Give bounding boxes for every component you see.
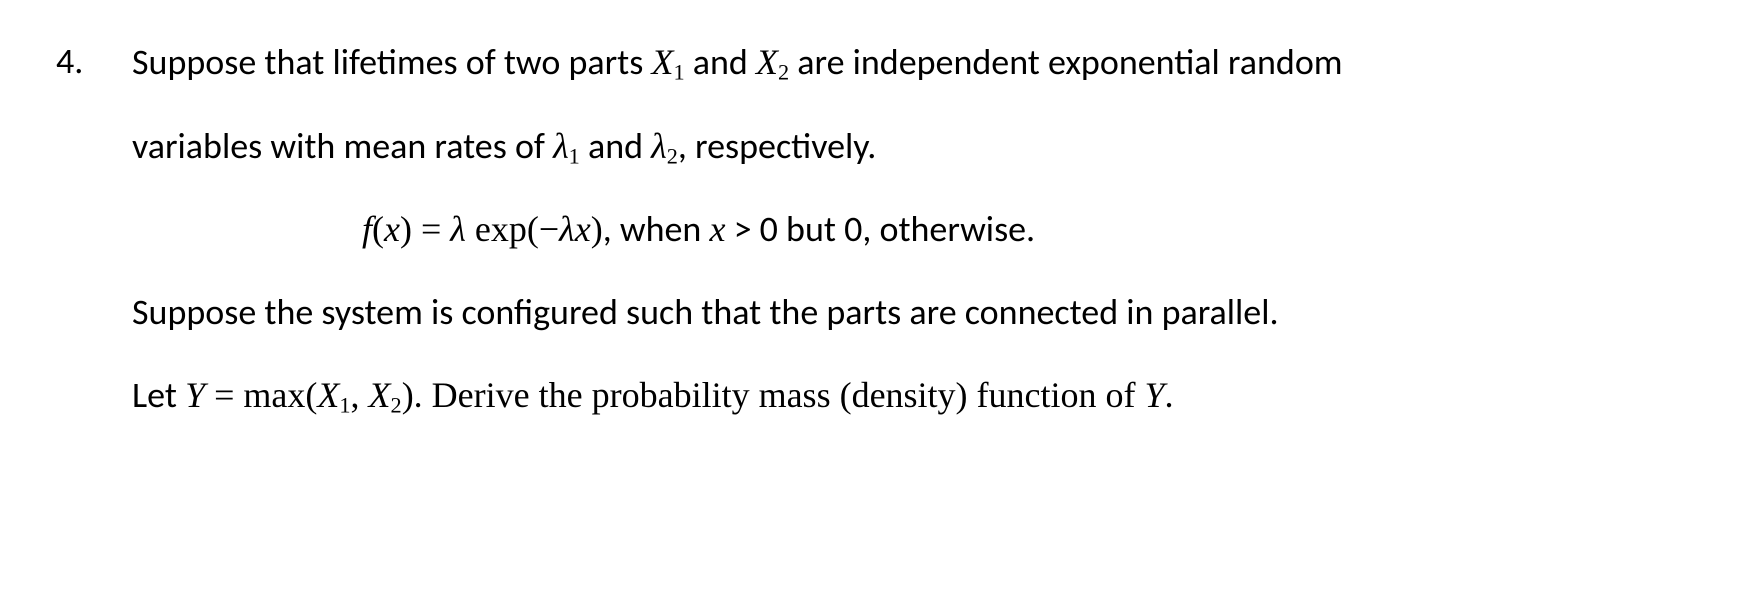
problem-4: 4. Suppose that lifetimes of two parts X…: [56, 38, 1682, 454]
subscript-1: 1: [339, 392, 350, 417]
problem-line-5: Let Y = max(X1, X2). Derive the probabil…: [132, 371, 1682, 421]
problem-line-2: variables with mean rates of λ1 and λ2, …: [132, 122, 1682, 172]
var-x2b: X: [369, 375, 391, 415]
eq-x2: x: [575, 209, 591, 249]
subscript-1: 1: [673, 60, 684, 85]
eq-close2: ). Derive the probability mass (density)…: [402, 375, 1145, 415]
text-run: , respectively.: [678, 124, 876, 168]
eq-x3: x: [709, 209, 725, 249]
text-run: variables with mean rates of: [132, 124, 553, 168]
var-x1b: X: [317, 375, 339, 415]
eq-when: , when: [603, 207, 710, 251]
problem-number: 4.: [56, 38, 83, 85]
text-run: and: [685, 40, 756, 84]
text-run: Suppose the system is configured such th…: [132, 290, 1279, 334]
subscript-1: 1: [569, 143, 580, 168]
eq-f: f: [362, 209, 372, 249]
eq-max: = max(: [205, 375, 317, 415]
problem-body: Suppose that lifetimes of two parts X1 a…: [132, 38, 1682, 420]
text-run: Suppose that lifetimes of two parts: [132, 40, 651, 84]
eq-lambda2: λ: [559, 209, 575, 249]
var-x2: X: [756, 42, 778, 82]
text-run: Let: [132, 373, 185, 417]
problem-line-1: Suppose that lifetimes of two parts X1 a…: [132, 38, 1682, 88]
problem-equation: f(x) = λ exp(−λx), when x > 0 but 0, oth…: [132, 205, 1682, 254]
var-y: Y: [185, 375, 205, 415]
eq-comma: ,: [351, 375, 369, 415]
eq-exp: exp(−: [466, 209, 559, 249]
eq-eq: ) =: [400, 209, 450, 249]
var-lambda1: λ: [553, 126, 569, 166]
eq-x: x: [384, 209, 400, 249]
subscript-2: 2: [667, 143, 678, 168]
text-period: .: [1165, 373, 1174, 417]
subscript-2: 2: [778, 60, 789, 85]
problem-line-4: Suppose the system is configured such th…: [132, 288, 1682, 337]
eq-close: ): [591, 209, 603, 249]
text-run: and: [580, 124, 651, 168]
var-lambda2: λ: [651, 126, 667, 166]
text-run: are independent exponential random: [789, 40, 1342, 84]
var-x1: X: [651, 42, 673, 82]
var-y2: Y: [1145, 375, 1165, 415]
subscript-2: 2: [391, 392, 402, 417]
eq-tail2: > 0 but 0, otherwise.: [725, 207, 1035, 251]
eq-lambda: λ: [450, 209, 466, 249]
eq-open: (: [372, 209, 384, 249]
